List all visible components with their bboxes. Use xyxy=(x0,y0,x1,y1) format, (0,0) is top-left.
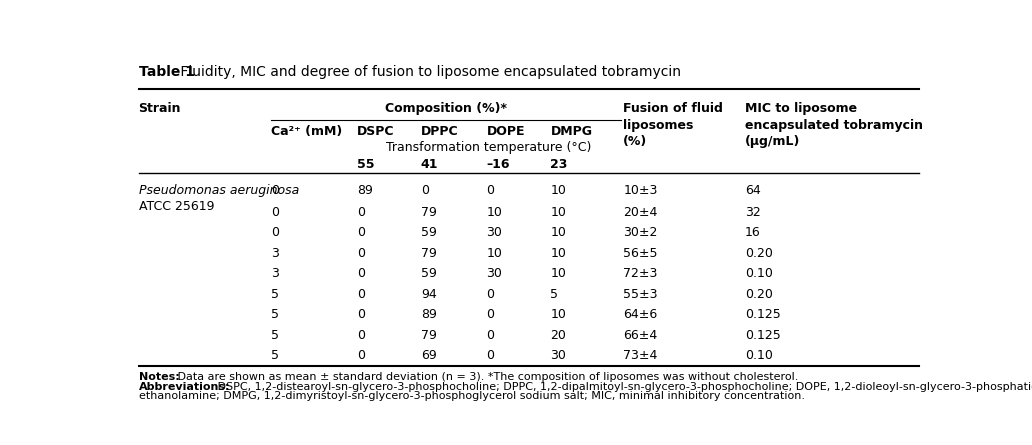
Text: 59: 59 xyxy=(421,226,437,239)
Text: 0: 0 xyxy=(357,206,365,218)
Text: 0: 0 xyxy=(486,288,494,301)
Text: 10: 10 xyxy=(550,206,567,218)
Text: 0: 0 xyxy=(271,184,280,197)
Text: 64: 64 xyxy=(745,184,761,197)
Text: 10: 10 xyxy=(550,184,567,197)
Text: 10±3: 10±3 xyxy=(623,184,657,197)
Text: 10: 10 xyxy=(550,247,567,259)
Text: 89: 89 xyxy=(357,184,373,197)
Text: 3: 3 xyxy=(271,267,280,280)
Text: 10: 10 xyxy=(486,247,503,259)
Text: 0.20: 0.20 xyxy=(745,288,773,301)
Text: Abbreviations:: Abbreviations: xyxy=(138,382,230,392)
Text: Ca²⁺ (mM): Ca²⁺ (mM) xyxy=(271,125,343,138)
Text: DOPE: DOPE xyxy=(486,125,525,138)
Text: 10: 10 xyxy=(550,267,567,280)
Text: 5: 5 xyxy=(271,329,280,342)
Text: 20: 20 xyxy=(550,329,567,342)
Text: 30: 30 xyxy=(486,267,503,280)
Text: 73±4: 73±4 xyxy=(623,349,657,362)
Text: 5: 5 xyxy=(271,288,280,301)
Text: DSPC, 1,2-distearoyl-sn-glycero-3-phosphocholine; DPPC, 1,2-dipalmitoyl-sn-glyce: DSPC, 1,2-distearoyl-sn-glycero-3-phosph… xyxy=(214,382,1032,392)
Text: Data are shown as mean ± standard deviation (n = 3). *The composition of liposom: Data are shown as mean ± standard deviat… xyxy=(173,372,798,382)
Text: 0: 0 xyxy=(421,184,429,197)
Text: 10: 10 xyxy=(550,308,567,321)
Text: ATCC 25619: ATCC 25619 xyxy=(138,200,214,213)
Text: Table 1: Table 1 xyxy=(138,65,195,79)
Text: 0: 0 xyxy=(271,226,280,239)
Text: 10: 10 xyxy=(550,226,567,239)
Text: 5: 5 xyxy=(550,288,558,301)
Text: 0: 0 xyxy=(486,349,494,362)
Text: 23: 23 xyxy=(550,158,568,171)
Text: 0: 0 xyxy=(357,308,365,321)
Text: 0: 0 xyxy=(357,349,365,362)
Text: 64±6: 64±6 xyxy=(623,308,657,321)
Text: 3: 3 xyxy=(271,247,280,259)
Text: 0: 0 xyxy=(357,247,365,259)
Text: 16: 16 xyxy=(745,226,761,239)
Text: 41: 41 xyxy=(421,158,439,171)
Text: Transformation temperature (°C): Transformation temperature (°C) xyxy=(386,141,591,154)
Text: 32: 32 xyxy=(745,206,761,218)
Text: 56±5: 56±5 xyxy=(623,247,657,259)
Text: 0: 0 xyxy=(357,226,365,239)
Text: 0: 0 xyxy=(357,267,365,280)
Text: 0: 0 xyxy=(486,184,494,197)
Text: 79: 79 xyxy=(421,329,437,342)
Text: 55±3: 55±3 xyxy=(623,288,657,301)
Text: 0: 0 xyxy=(486,308,494,321)
Text: 55: 55 xyxy=(357,158,375,171)
Text: 20±4: 20±4 xyxy=(623,206,657,218)
Text: 69: 69 xyxy=(421,349,437,362)
Text: 66±4: 66±4 xyxy=(623,329,657,342)
Text: 0: 0 xyxy=(357,288,365,301)
Text: 10: 10 xyxy=(486,206,503,218)
Text: 30: 30 xyxy=(486,226,503,239)
Text: 5: 5 xyxy=(271,349,280,362)
Text: 5: 5 xyxy=(271,308,280,321)
Text: 94: 94 xyxy=(421,288,437,301)
Text: –16: –16 xyxy=(486,158,510,171)
Text: Pseudomonas aeruginosa: Pseudomonas aeruginosa xyxy=(138,184,299,197)
Text: Notes:: Notes: xyxy=(138,372,180,382)
Text: 30: 30 xyxy=(550,349,567,362)
Text: 30±2: 30±2 xyxy=(623,226,657,239)
Text: 89: 89 xyxy=(421,308,437,321)
Text: 59: 59 xyxy=(421,267,437,280)
Text: DMPG: DMPG xyxy=(550,125,592,138)
Text: 0: 0 xyxy=(486,329,494,342)
Text: 0.10: 0.10 xyxy=(745,267,773,280)
Text: DPPC: DPPC xyxy=(421,125,458,138)
Text: 0: 0 xyxy=(271,206,280,218)
Text: 79: 79 xyxy=(421,206,437,218)
Text: 0: 0 xyxy=(357,329,365,342)
Text: Composition (%)*: Composition (%)* xyxy=(385,102,507,115)
Text: 72±3: 72±3 xyxy=(623,267,657,280)
Text: 0.125: 0.125 xyxy=(745,329,780,342)
Text: Fusion of fluid
liposomes
(%): Fusion of fluid liposomes (%) xyxy=(623,102,723,148)
Text: DSPC: DSPC xyxy=(357,125,394,138)
Text: Fluidity, MIC and degree of fusion to liposome encapsulated tobramycin: Fluidity, MIC and degree of fusion to li… xyxy=(176,65,681,79)
Text: Strain: Strain xyxy=(138,102,181,115)
Text: 0.10: 0.10 xyxy=(745,349,773,362)
Text: 0.125: 0.125 xyxy=(745,308,780,321)
Text: 0.20: 0.20 xyxy=(745,247,773,259)
Text: MIC to liposome
encapsulated tobramycin
(µg/mL): MIC to liposome encapsulated tobramycin … xyxy=(745,102,923,148)
Text: 79: 79 xyxy=(421,247,437,259)
Text: ethanolamine; DMPG, 1,2-dimyristoyl-sn-glycero-3-phosphoglycerol sodium salt; MI: ethanolamine; DMPG, 1,2-dimyristoyl-sn-g… xyxy=(138,391,805,401)
